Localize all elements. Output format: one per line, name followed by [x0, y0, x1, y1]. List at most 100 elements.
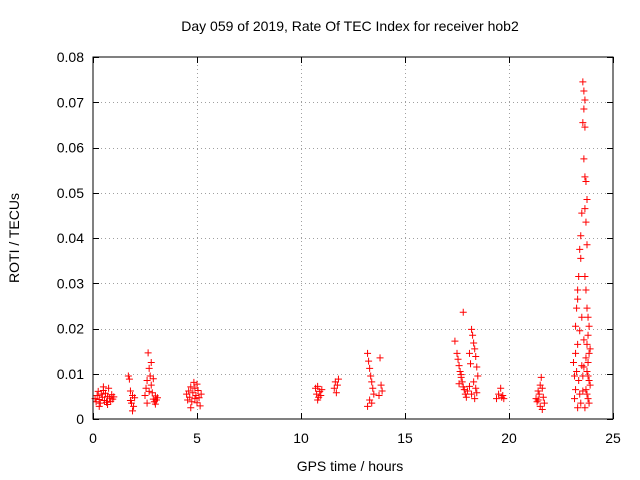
data-point — [147, 381, 155, 389]
y-tick-label: 0 — [76, 411, 84, 427]
data-point — [574, 340, 582, 348]
data-point — [580, 155, 588, 163]
data-point — [583, 367, 591, 375]
y-tick-labels: 0 0.01 0.02 0.03 0.04 0.05 0.06 0.07 0.08 — [57, 49, 84, 427]
data-point — [458, 378, 466, 386]
data-point — [474, 372, 482, 380]
data-point — [580, 105, 588, 113]
data-point — [577, 232, 585, 240]
data-point — [573, 304, 581, 312]
data-point — [457, 371, 465, 379]
data-point — [195, 394, 203, 402]
data-point — [455, 380, 463, 388]
data-point — [455, 362, 463, 370]
data-point — [497, 384, 505, 392]
data-point — [539, 393, 547, 401]
data-point — [148, 389, 156, 397]
x-tick-label: 10 — [293, 430, 309, 446]
data-point — [576, 245, 584, 253]
data-point — [96, 399, 104, 407]
y-tick-label: 0.01 — [57, 366, 84, 382]
data-point — [572, 386, 580, 394]
data-point — [124, 372, 132, 380]
data-point — [153, 394, 161, 402]
data-point — [579, 387, 587, 395]
data-point — [499, 391, 507, 399]
data-point — [465, 382, 473, 390]
data-point — [584, 313, 592, 321]
data-point — [99, 383, 107, 391]
y-tick-label: 0.02 — [57, 321, 84, 337]
data-point — [453, 349, 461, 357]
data-point — [575, 377, 583, 385]
data-point — [367, 372, 375, 380]
data-point — [493, 395, 501, 403]
data-point — [537, 373, 545, 381]
data-point — [125, 375, 133, 383]
data-point — [191, 384, 199, 392]
data-point — [334, 375, 342, 383]
data-point — [376, 354, 384, 362]
data-point — [185, 387, 193, 395]
data-point — [583, 304, 591, 312]
data-point — [463, 387, 471, 395]
data-points — [91, 78, 594, 415]
data-point — [586, 381, 594, 389]
data-point — [364, 402, 372, 410]
data-point — [186, 393, 194, 401]
data-point — [572, 322, 580, 330]
data-point — [143, 377, 151, 385]
data-point — [129, 407, 137, 415]
y-tick-label: 0.07 — [57, 94, 84, 110]
data-point — [571, 395, 579, 403]
data-point — [472, 384, 480, 392]
data-point — [579, 119, 587, 127]
data-point — [106, 394, 114, 402]
grid-lines — [93, 57, 613, 419]
data-point — [142, 384, 150, 392]
x-tick-label: 20 — [501, 430, 517, 446]
data-point — [579, 78, 587, 86]
data-point — [365, 357, 373, 365]
axis-ticks — [93, 57, 614, 420]
data-point — [586, 345, 594, 353]
data-point — [585, 349, 593, 357]
data-point — [471, 345, 479, 353]
data-point — [577, 254, 585, 262]
data-point — [581, 205, 589, 213]
data-point — [470, 339, 478, 347]
data-point — [145, 387, 153, 395]
data-point — [93, 391, 101, 399]
data-point — [130, 402, 138, 410]
data-point — [582, 286, 590, 294]
data-point — [581, 404, 589, 412]
data-point — [151, 400, 159, 408]
data-point — [535, 390, 543, 398]
data-point — [538, 384, 546, 392]
data-point — [131, 394, 139, 402]
data-point — [97, 390, 105, 398]
y-tick-label: 0.08 — [57, 49, 84, 65]
data-point — [500, 395, 508, 403]
x-tick-label: 15 — [397, 430, 413, 446]
data-point — [473, 389, 481, 397]
y-tick-label: 0.06 — [57, 140, 84, 156]
data-point — [188, 398, 196, 406]
data-point — [191, 395, 199, 403]
x-tick-labels: 0 5 10 15 20 25 — [89, 430, 621, 446]
data-point — [581, 123, 589, 131]
data-point — [317, 391, 325, 399]
data-point — [467, 360, 475, 368]
data-point — [104, 401, 112, 409]
data-point — [110, 393, 118, 401]
data-point — [534, 387, 542, 395]
data-point — [540, 399, 548, 407]
data-point — [581, 96, 589, 104]
data-point — [584, 358, 592, 366]
data-point — [126, 387, 134, 395]
data-point — [580, 363, 588, 371]
data-point — [149, 375, 157, 383]
data-point — [584, 372, 592, 380]
data-point — [580, 336, 588, 344]
data-point — [581, 272, 589, 280]
